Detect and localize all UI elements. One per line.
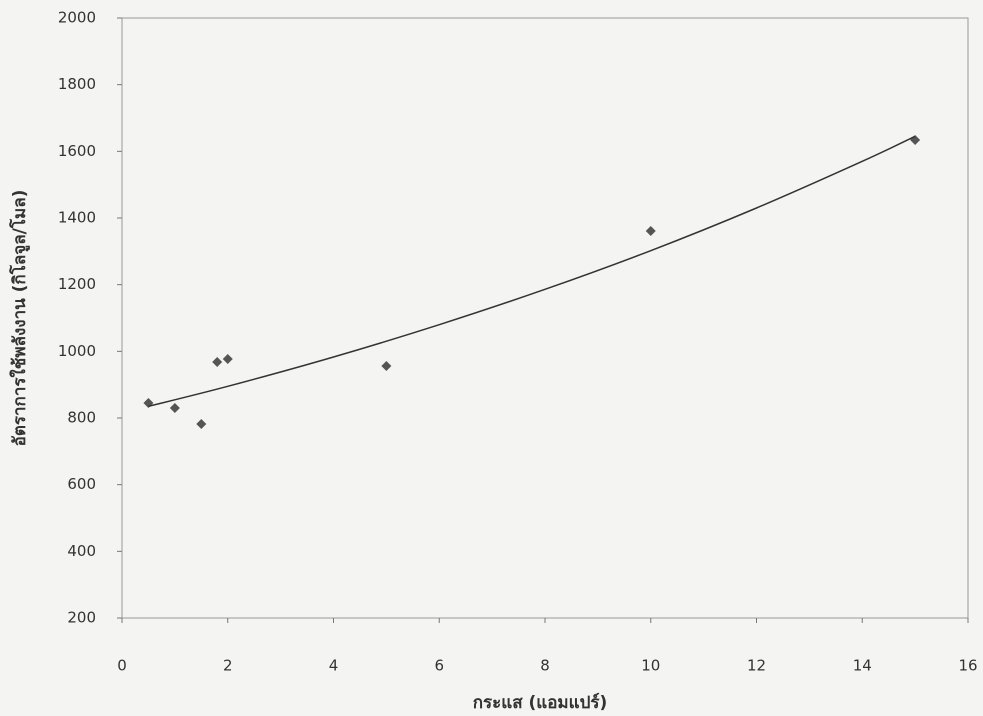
trendline bbox=[148, 135, 916, 408]
data-point bbox=[169, 403, 180, 413]
x-tick-label: 14 bbox=[853, 657, 872, 675]
x-tick-label: 8 bbox=[540, 657, 550, 675]
y-tick-label: 1200 bbox=[58, 275, 96, 293]
y-tick-label: 600 bbox=[67, 475, 96, 493]
x-tick-label: 10 bbox=[641, 657, 660, 675]
data-point bbox=[196, 419, 207, 429]
data-point bbox=[212, 357, 223, 367]
x-tick-label: 6 bbox=[434, 657, 444, 675]
y-axis-title: อัตราการใช้พลังงาน (กิโลจูล/โมล) bbox=[9, 190, 31, 447]
y-tick-label: 1600 bbox=[58, 142, 96, 160]
y-tick-label: 1800 bbox=[58, 75, 96, 93]
data-point bbox=[381, 361, 392, 371]
x-tick-label: 0 bbox=[117, 657, 127, 675]
data-point bbox=[645, 226, 656, 236]
x-tick-label: 4 bbox=[329, 657, 339, 675]
y-tick-label: 2000 bbox=[58, 9, 96, 27]
data-point bbox=[222, 354, 233, 364]
x-axis-title: กระแส (แอมแปร์) bbox=[473, 692, 608, 713]
x-tick-label: 2 bbox=[223, 657, 233, 675]
y-tick-label: 1400 bbox=[58, 209, 96, 227]
y-tick-label: 1000 bbox=[58, 342, 96, 360]
x-tick-label: 12 bbox=[747, 657, 766, 675]
x-tick-label: 16 bbox=[958, 657, 977, 675]
y-tick-label: 400 bbox=[67, 542, 96, 560]
y-tick-label: 800 bbox=[67, 409, 96, 427]
y-tick-label: 200 bbox=[67, 609, 96, 627]
